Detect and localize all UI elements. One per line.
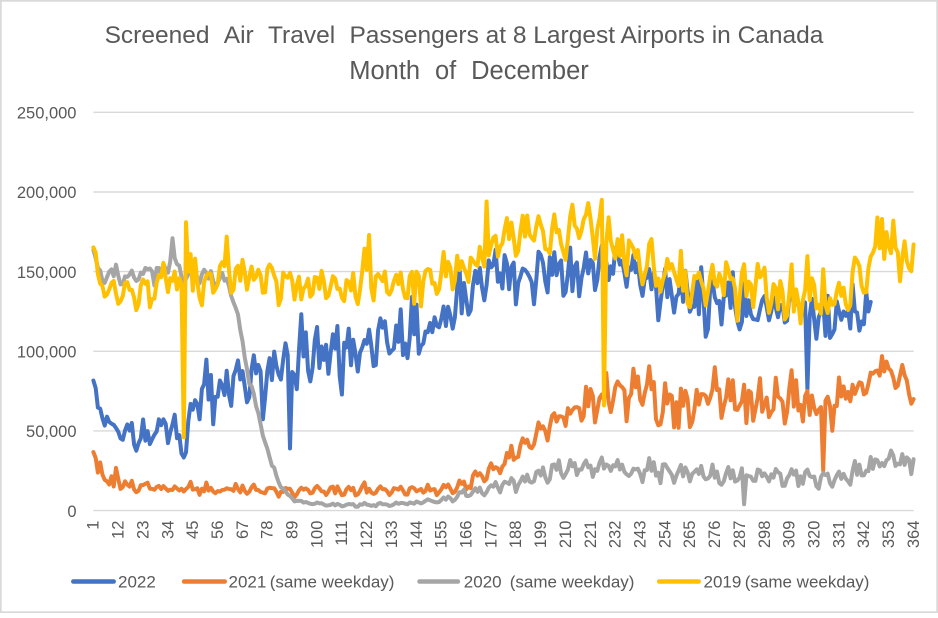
svg-text:12: 12 bbox=[110, 521, 128, 539]
svg-text:309: 309 bbox=[781, 521, 799, 549]
svg-text:364: 364 bbox=[905, 521, 923, 549]
svg-text:166: 166 bbox=[458, 521, 476, 549]
svg-text:221: 221 bbox=[582, 521, 600, 549]
svg-text:188: 188 bbox=[507, 521, 525, 549]
svg-text:210: 210 bbox=[557, 521, 575, 549]
svg-text:177: 177 bbox=[482, 521, 500, 549]
svg-text:2020 (same weekday): 2020 (same weekday) bbox=[464, 573, 635, 592]
svg-text:Month of December: Month of December bbox=[349, 57, 589, 85]
svg-text:100,000: 100,000 bbox=[17, 344, 77, 362]
svg-text:243: 243 bbox=[632, 521, 650, 549]
svg-text:298: 298 bbox=[756, 521, 774, 549]
svg-text:122: 122 bbox=[358, 521, 376, 549]
svg-text:Screened Air Travel Passeng: Screened Air Travel Passengers at 8 Larg… bbox=[105, 22, 824, 49]
svg-text:331: 331 bbox=[830, 521, 848, 549]
svg-text:199: 199 bbox=[532, 521, 550, 549]
svg-text:342: 342 bbox=[855, 521, 873, 549]
svg-text:287: 287 bbox=[731, 521, 749, 549]
svg-text:276: 276 bbox=[706, 521, 724, 549]
svg-text:56: 56 bbox=[209, 521, 227, 539]
svg-text:2021 (same weekday): 2021 (same weekday) bbox=[229, 573, 395, 592]
svg-text:50,000: 50,000 bbox=[26, 423, 76, 441]
svg-text:45: 45 bbox=[184, 521, 202, 539]
svg-text:144: 144 bbox=[408, 521, 426, 549]
svg-text:2019 (same weekday): 2019 (same weekday) bbox=[704, 573, 870, 592]
svg-text:353: 353 bbox=[880, 521, 898, 549]
svg-text:2022: 2022 bbox=[118, 573, 156, 592]
svg-text:133: 133 bbox=[383, 521, 401, 549]
svg-text:1: 1 bbox=[85, 521, 103, 530]
svg-text:100: 100 bbox=[308, 521, 326, 549]
svg-text:250,000: 250,000 bbox=[17, 105, 77, 123]
svg-text:78: 78 bbox=[259, 521, 277, 539]
svg-text:34: 34 bbox=[159, 521, 177, 539]
svg-text:232: 232 bbox=[607, 521, 625, 549]
svg-text:0: 0 bbox=[67, 503, 76, 521]
svg-text:320: 320 bbox=[806, 521, 824, 549]
svg-text:155: 155 bbox=[433, 521, 451, 549]
svg-text:254: 254 bbox=[656, 521, 674, 549]
svg-text:111: 111 bbox=[333, 521, 351, 546]
svg-text:265: 265 bbox=[681, 521, 699, 549]
svg-text:89: 89 bbox=[284, 521, 302, 539]
svg-text:200,000: 200,000 bbox=[17, 184, 77, 202]
svg-text:150,000: 150,000 bbox=[17, 264, 77, 282]
svg-text:67: 67 bbox=[234, 521, 252, 539]
svg-text:23: 23 bbox=[134, 521, 152, 539]
